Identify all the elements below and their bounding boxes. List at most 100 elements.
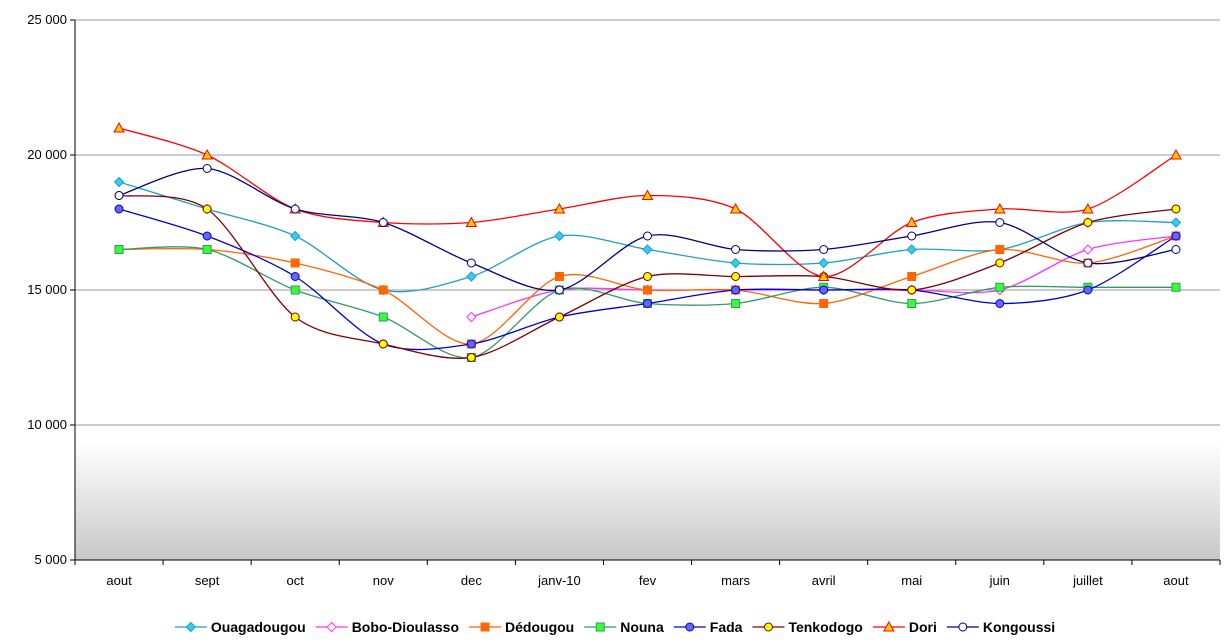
data-point-fada bbox=[114, 204, 124, 214]
legend-label: Dédougou bbox=[505, 619, 574, 635]
data-point-ouagadougou bbox=[1170, 217, 1182, 228]
x-tick-label: mars bbox=[721, 573, 750, 588]
legend-marker bbox=[326, 621, 337, 633]
x-tick-label: janv-10 bbox=[537, 573, 581, 588]
data-point-dori bbox=[729, 202, 742, 214]
data-point-kongoussi bbox=[290, 204, 300, 214]
legend-label: Fada bbox=[710, 619, 743, 635]
legend-marker bbox=[185, 621, 197, 633]
data-point-ouagadougou bbox=[466, 271, 477, 282]
data-point-kongoussi bbox=[995, 218, 1005, 227]
y-tick-label: 25 000 bbox=[27, 12, 67, 27]
legend-label: Bobo-Dioulasso bbox=[352, 619, 459, 635]
data-point-tenkodogo bbox=[554, 312, 564, 322]
data-point-ouagadougou bbox=[906, 244, 917, 255]
data-point-tenkodogo bbox=[643, 272, 652, 281]
series-kongoussi bbox=[114, 164, 1181, 295]
x-tick-label: nov bbox=[373, 573, 394, 588]
data-point-kongoussi bbox=[466, 258, 476, 268]
data-point-bobo-dioulasso bbox=[1082, 244, 1094, 255]
legend-label: Dori bbox=[909, 619, 937, 635]
data-point-nouna bbox=[114, 245, 124, 254]
legend-label: Nouna bbox=[620, 619, 664, 635]
data-point-dori bbox=[465, 216, 478, 227]
data-point-dedougou bbox=[907, 272, 917, 281]
data-point-dedougou bbox=[378, 285, 388, 295]
data-point-nouna bbox=[290, 285, 300, 295]
x-tick-label: juillet bbox=[1072, 573, 1103, 588]
legend-item-bobo-dioulasso: Bobo-Dioulasso bbox=[315, 619, 459, 635]
data-point-nouna bbox=[731, 299, 741, 308]
legend-item-kongoussi: Kongoussi bbox=[946, 619, 1055, 635]
data-point-nouna bbox=[907, 299, 917, 308]
data-point-tenkodogo bbox=[731, 272, 741, 281]
data-point-fada bbox=[643, 299, 652, 308]
data-point-dedougou bbox=[643, 285, 652, 295]
data-point-fada bbox=[819, 285, 829, 295]
data-point-kongoussi bbox=[819, 245, 829, 254]
y-tick-label: 5 000 bbox=[34, 552, 67, 567]
data-point-tenkodogo bbox=[1083, 218, 1093, 227]
x-tick-label: dec bbox=[461, 573, 482, 588]
data-point-tenkodogo bbox=[290, 312, 300, 322]
legend-item-tenkodogo: Tenkodogo bbox=[752, 619, 863, 635]
data-point-fada bbox=[202, 231, 212, 241]
data-point-dori bbox=[201, 148, 213, 160]
data-point-kongoussi bbox=[1171, 245, 1181, 254]
data-point-tenkodogo bbox=[378, 339, 388, 349]
legend-marker bbox=[763, 622, 773, 632]
data-point-kongoussi bbox=[554, 285, 564, 295]
legend-item-nouna: Nouna bbox=[584, 619, 664, 635]
y-tick-label: 10 000 bbox=[27, 417, 67, 432]
data-point-dori bbox=[113, 121, 125, 133]
data-point-fada bbox=[466, 339, 476, 349]
data-point-kongoussi bbox=[731, 245, 741, 254]
data-point-dedougou bbox=[290, 258, 300, 268]
x-tick-label: fev bbox=[639, 573, 657, 588]
legend-label: Kongoussi bbox=[983, 619, 1055, 635]
data-point-ouagadougou bbox=[730, 257, 741, 269]
data-point-kongoussi bbox=[202, 164, 212, 173]
legend-marker bbox=[958, 622, 968, 632]
legend-marker bbox=[685, 622, 695, 632]
data-point-tenkodogo bbox=[1171, 204, 1181, 214]
data-point-fada bbox=[731, 285, 741, 295]
legend-label: Tenkodogo bbox=[788, 619, 862, 635]
data-point-nouna bbox=[995, 282, 1005, 292]
data-point-dori bbox=[1170, 148, 1182, 160]
x-tick-label: oct bbox=[287, 573, 305, 588]
data-point-fada bbox=[290, 272, 300, 281]
data-point-dori bbox=[905, 216, 918, 227]
y-tick-label: 15 000 bbox=[27, 282, 67, 297]
data-point-nouna bbox=[1171, 282, 1181, 292]
data-point-dori bbox=[993, 202, 1006, 214]
data-point-nouna bbox=[378, 312, 388, 322]
legend-item-dedougou: Dédougou bbox=[469, 619, 574, 635]
data-point-dedougou bbox=[995, 245, 1005, 254]
data-point-fada bbox=[1083, 285, 1093, 295]
data-point-fada bbox=[1171, 231, 1181, 241]
x-tick-label: avril bbox=[812, 573, 836, 588]
data-point-kongoussi bbox=[378, 218, 388, 227]
data-point-ouagadougou bbox=[818, 257, 829, 269]
data-point-tenkodogo bbox=[202, 204, 212, 214]
data-point-dori bbox=[817, 270, 830, 281]
data-point-ouagadougou bbox=[642, 244, 653, 255]
x-tick-label: sept bbox=[195, 573, 220, 588]
data-point-tenkodogo bbox=[995, 258, 1005, 268]
legend-marker bbox=[595, 622, 605, 632]
series-fada bbox=[114, 204, 1181, 351]
x-tick-label: mai bbox=[901, 573, 922, 588]
data-point-dedougou bbox=[554, 272, 564, 281]
y-tick-label: 20 000 bbox=[27, 147, 67, 162]
x-tick-label: juin bbox=[989, 573, 1010, 588]
legend-marker bbox=[883, 620, 895, 632]
data-point-ouagadougou bbox=[113, 176, 125, 188]
data-point-dori bbox=[1082, 202, 1094, 214]
x-tick-label: aout bbox=[106, 573, 132, 588]
data-point-dori bbox=[553, 202, 566, 214]
legend-item-dori: Dori bbox=[872, 619, 937, 635]
data-point-fada bbox=[995, 299, 1005, 308]
